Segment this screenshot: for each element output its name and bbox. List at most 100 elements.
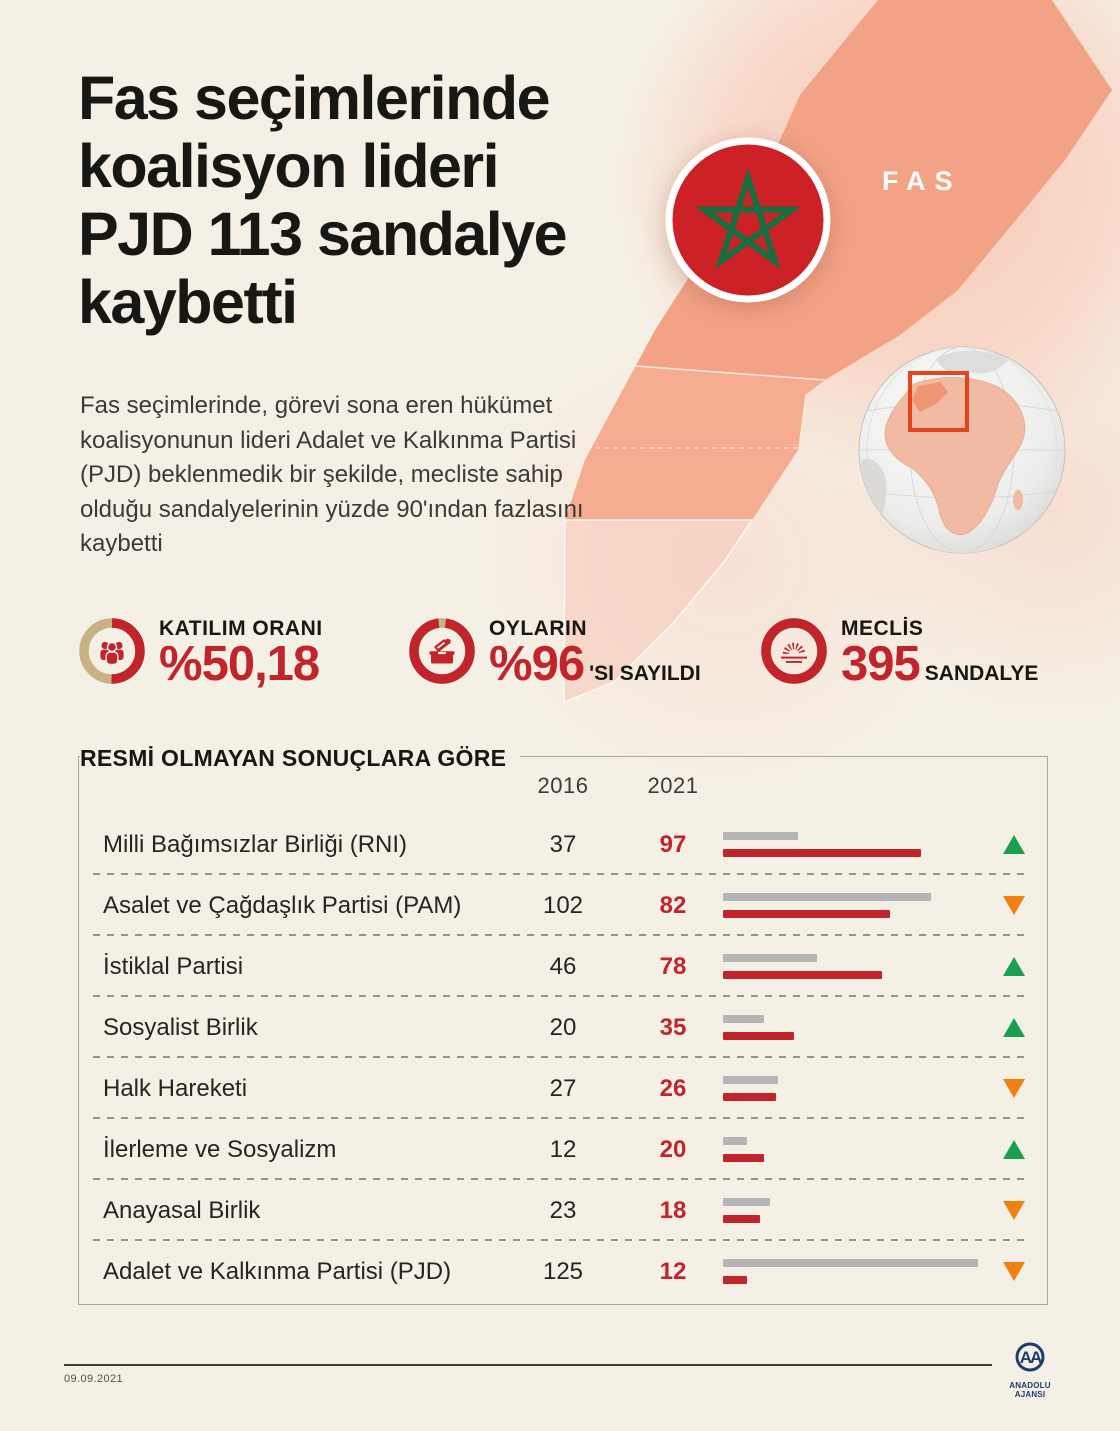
bar-2021 (723, 1215, 760, 1223)
trend-up-icon (1003, 1140, 1025, 1159)
stat-value: %96 (489, 636, 585, 691)
value-2016: 20 (549, 1013, 577, 1041)
trend-down-icon (1003, 1201, 1025, 1220)
value-2016: 46 (549, 952, 577, 980)
svg-text:AA: AA (1020, 1348, 1042, 1367)
bar-2021 (723, 1032, 795, 1040)
stat-suffix: SANDALYE (924, 661, 1039, 685)
stat-value: 395 (841, 636, 921, 691)
seat-bars (723, 1198, 981, 1223)
trend-indicator (981, 1079, 1047, 1098)
agency-name: ANADOLU AJANSI (1009, 1381, 1051, 1399)
turnout-ring (78, 617, 146, 685)
trend-indicator (981, 1262, 1047, 1281)
trend-indicator (981, 1018, 1047, 1037)
value-2021: 20 (659, 1135, 687, 1163)
value-2016: 125 (542, 1257, 584, 1285)
table-row: Asalet ve Çağdaşlık Partisi (PAM) 102 82 (79, 875, 1047, 936)
table-row: İstiklal Partisi 46 78 (79, 936, 1047, 997)
seat-bars (723, 893, 981, 918)
value-2016: 102 (542, 891, 584, 919)
seat-bars (723, 1015, 981, 1040)
neighbor-outline (563, 519, 754, 704)
bar-2021 (723, 910, 891, 918)
title-line: kaybetti (78, 268, 298, 336)
trend-indicator (981, 835, 1047, 854)
stat-label: MECLİS (841, 616, 924, 640)
party-name: İstiklal Partisi (103, 952, 244, 980)
trend-indicator (981, 896, 1047, 915)
trend-up-icon (1003, 1018, 1025, 1037)
parliament-icon (760, 617, 828, 685)
morocco-map: FAS (563, 0, 1112, 704)
title-line: koalisyon lideri (78, 132, 500, 200)
party-name: Milli Bağımsızlar Birliği (RNI) (103, 830, 408, 858)
column-header-2021: 2021 (647, 772, 699, 798)
value-2021: 12 (659, 1257, 687, 1285)
madagascar-shape (1013, 490, 1023, 510)
table-header-row: 2016 2021 (79, 757, 1047, 814)
agency-logo: AA ANADOLU AJANSI (994, 1342, 1066, 1399)
table-body: Milli Bağımsızlar Birliği (RNI) 37 97 As… (79, 814, 1047, 1302)
seat-bars (723, 832, 981, 857)
trend-down-icon (1003, 1079, 1025, 1098)
party-name: Asalet ve Çağdaşlık Partisi (PAM) (103, 891, 462, 919)
table-row: Milli Bağımsızlar Birliği (RNI) 37 97 (79, 814, 1047, 875)
value-2016: 37 (549, 830, 577, 858)
party-name: Halk Hareketi (103, 1074, 248, 1102)
trend-indicator (981, 1140, 1047, 1159)
table-row: Halk Hareketi 27 26 (79, 1058, 1047, 1119)
value-2016: 23 (549, 1196, 577, 1224)
stat-suffix: 'SI SAYILDI (589, 661, 701, 685)
pentagram-star-icon (695, 168, 801, 270)
bar-2016 (723, 893, 932, 901)
south-america-shape (859, 459, 887, 534)
stat-label: KATILIM ORANI (159, 616, 323, 640)
trend-indicator (981, 1201, 1047, 1220)
party-name: Anayasal Birlik (103, 1196, 261, 1224)
bar-2016 (723, 1259, 978, 1267)
western-sahara-shape (565, 366, 825, 520)
stat-turnout: KATILIM ORANI %50,18 (78, 604, 324, 698)
party-name: Adalet ve Kalkınma Partisi (PJD) (103, 1257, 452, 1285)
trend-up-icon (1003, 835, 1025, 854)
footer-divider (64, 1364, 992, 1366)
table-row: Anayasal Birlik 23 18 (79, 1180, 1047, 1241)
bar-2016 (723, 1076, 779, 1084)
bar-2021 (723, 1154, 764, 1162)
value-2021: 26 (659, 1074, 687, 1102)
party-name: Sosyalist Birlik (103, 1013, 258, 1041)
bar-2016 (723, 832, 799, 840)
trend-indicator (981, 957, 1047, 976)
value-2016: 12 (549, 1135, 577, 1163)
value-2021: 18 (659, 1196, 687, 1224)
table-row: İlerleme ve Sosyalizm 12 20 (79, 1119, 1047, 1180)
bar-2016 (723, 1015, 764, 1023)
trend-down-icon (1003, 896, 1025, 915)
value-2021: 97 (659, 830, 687, 858)
stat-parliament-seats: MECLİS 395 SANDALYE (760, 604, 1038, 698)
seat-bars (723, 1137, 981, 1162)
footer-date: 09.09.2021 (64, 1373, 124, 1385)
table-row: Adalet ve Kalkınma Partisi (PJD) 125 12 (79, 1241, 1047, 1302)
seat-bars (723, 954, 981, 979)
bar-2016 (723, 1198, 770, 1206)
ballot-box-icon (408, 617, 476, 685)
bar-2021 (723, 1093, 777, 1101)
party-name: İlerleme ve Sosyalizm (103, 1135, 337, 1163)
stat-votes-counted: OYLARIN %96 'SI SAYILDI (408, 604, 701, 698)
africa-shape (884, 377, 1026, 536)
section-title: RESMİ OLMAYAN SONUÇLARA GÖRE (80, 741, 521, 776)
map-country-label: FAS (882, 166, 962, 196)
trend-down-icon (1003, 1262, 1025, 1281)
globe-locator (858, 346, 1066, 554)
locator-frame (908, 371, 969, 432)
trend-up-icon (1003, 957, 1025, 976)
column-header-2016: 2016 (537, 772, 589, 798)
seat-bars (723, 1259, 981, 1284)
bar-2016 (723, 1137, 748, 1145)
title-line: PJD 113 sandalye (78, 200, 568, 268)
title-line: Fas seçimlerinde (78, 64, 551, 132)
stat-label: OYLARIN (489, 616, 587, 640)
